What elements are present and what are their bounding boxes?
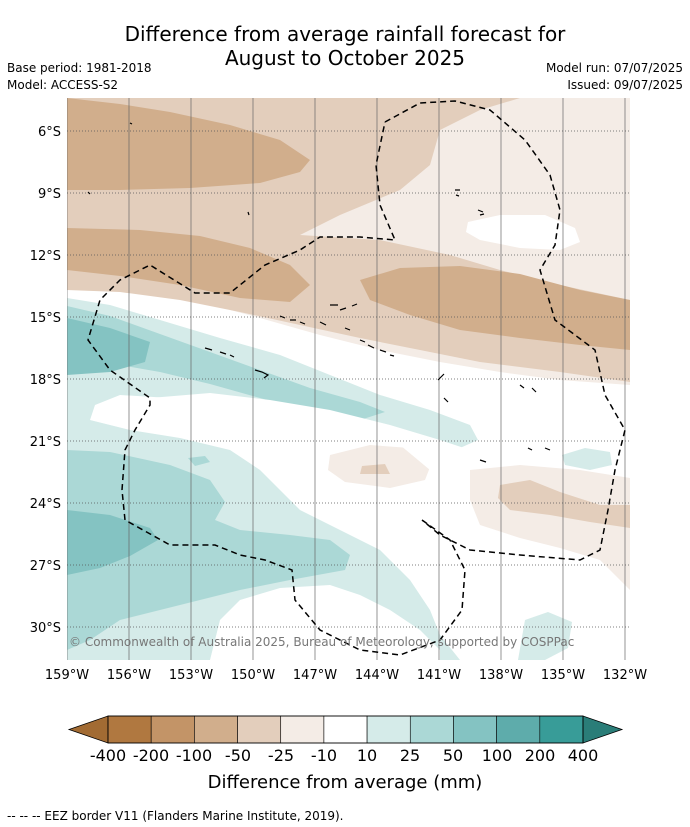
- colorbar-cell: [107, 715, 152, 744]
- colorbar-cell: [539, 715, 584, 744]
- contour-dry-strong-mid: [67, 228, 310, 302]
- eez-footer-note: -- -- -- EEZ border V11 (Flanders Marine…: [7, 809, 344, 823]
- lon-label: 153°W: [169, 668, 213, 683]
- lat-label: 27°S: [30, 559, 61, 574]
- contour-wet-strong-sw: [67, 510, 158, 575]
- lon-label: 144°W: [355, 668, 399, 683]
- copyright-text: © Commonwealth of Australia 2025, Bureau…: [69, 635, 574, 649]
- base-period: Base period: 1981-2018: [7, 61, 152, 75]
- lon-label: 156°W: [107, 668, 151, 683]
- colorbar-tick: 100: [482, 746, 513, 765]
- colorbar-tick: 25: [400, 746, 420, 765]
- contour-dry-strong-east: [360, 266, 630, 350]
- lon-label: 138°W: [479, 668, 523, 683]
- colorbar-tick: 400: [568, 746, 599, 765]
- lat-label: 30°S: [30, 621, 61, 636]
- lat-label: 6°S: [38, 125, 61, 140]
- colorbar-cell: [150, 715, 195, 744]
- issued-date: Issued: 09/07/2025: [567, 78, 683, 92]
- lat-label: 24°S: [30, 497, 61, 512]
- colorbar-tick: -100: [176, 746, 212, 765]
- map-plot-area: © Commonwealth of Australia 2025, Bureau…: [67, 98, 630, 660]
- contour-dry-strong-north: [67, 98, 310, 190]
- lat-label: 18°S: [30, 373, 61, 388]
- colorbar-tick: 200: [525, 746, 556, 765]
- contour-wet-tiny-patch: [188, 456, 210, 466]
- contour-dry-se-medium: [498, 480, 630, 528]
- contour-wet-medium-south: [67, 450, 350, 650]
- lon-label: 135°W: [541, 668, 585, 683]
- lon-label: 132°W: [603, 668, 647, 683]
- colorbar-cell: [366, 715, 411, 744]
- colorbar-cells: [107, 715, 584, 744]
- latitude-labels: 6°S 9°S 12°S 15°S 18°S 21°S 24°S 27°S 30…: [30, 125, 61, 636]
- colorbar-tick-labels: -400 -200 -100 -50 -25 -10 10 25 50 100 …: [90, 746, 598, 765]
- colorbar-tick: -50: [225, 746, 251, 765]
- colorbar-tick: 10: [357, 746, 377, 765]
- colorbar-under-arrow: [67, 715, 109, 744]
- colorbar-title: Difference from average (mm): [208, 772, 483, 793]
- island-outlines: [87, 122, 551, 463]
- map-title: Difference from average rainfall forecas…: [0, 22, 690, 70]
- eez-border: [87, 100, 626, 656]
- lon-label: 141°W: [417, 668, 461, 683]
- lon-label: 147°W: [293, 668, 337, 683]
- lon-label: 159°W: [45, 668, 89, 683]
- model-name: Model: ACCESS-S2: [7, 78, 119, 92]
- longitude-labels: 159°W 156°W 153°W 150°W 147°W 144°W 141°…: [45, 668, 647, 683]
- parallel-lines: [67, 130, 630, 628]
- colorbar-tick: -25: [268, 746, 294, 765]
- lat-label: 21°S: [30, 435, 61, 450]
- colorbar-over-arrow: [582, 715, 624, 744]
- title-line-1: Difference from average rainfall forecas…: [124, 22, 566, 46]
- colorbar-tick: -10: [311, 746, 337, 765]
- colorbar-cell: [409, 715, 454, 744]
- lat-label: 9°S: [38, 187, 61, 202]
- title-line-2: August to October 2025: [224, 46, 466, 70]
- colorbar: [67, 715, 624, 744]
- lat-label: 15°S: [30, 311, 61, 326]
- contour-neutral-south: [210, 585, 440, 660]
- colorbar-tick: -200: [133, 746, 169, 765]
- contour-neutral-ne: [466, 215, 580, 250]
- lon-label: 150°W: [231, 668, 275, 683]
- colorbar-cell: [280, 715, 325, 744]
- colorbar-cell: [323, 715, 368, 744]
- colorbar-cell: [496, 715, 541, 744]
- meta-right: Model run: 07/07/2025 Issued: 09/07/2025: [546, 60, 683, 94]
- contour-wet-east-patch: [562, 448, 612, 470]
- model-run: Model run: 07/07/2025: [545, 61, 683, 75]
- colorbar-tick: 50: [443, 746, 463, 765]
- contour-neutral-central: [150, 393, 470, 470]
- colorbar-tick: -400: [90, 746, 126, 765]
- colorbar-cell: [237, 715, 282, 744]
- colorbar-cell: [194, 715, 238, 744]
- contour-wet-se-patch: [518, 612, 572, 660]
- contour-dry-center-medium: [360, 464, 390, 474]
- meta-left: Base period: 1981-2018 Model: ACCESS-S2: [7, 60, 152, 94]
- lat-label: 12°S: [30, 249, 61, 264]
- contour-wet-medium: [67, 306, 385, 420]
- colorbar-cell: [453, 715, 497, 744]
